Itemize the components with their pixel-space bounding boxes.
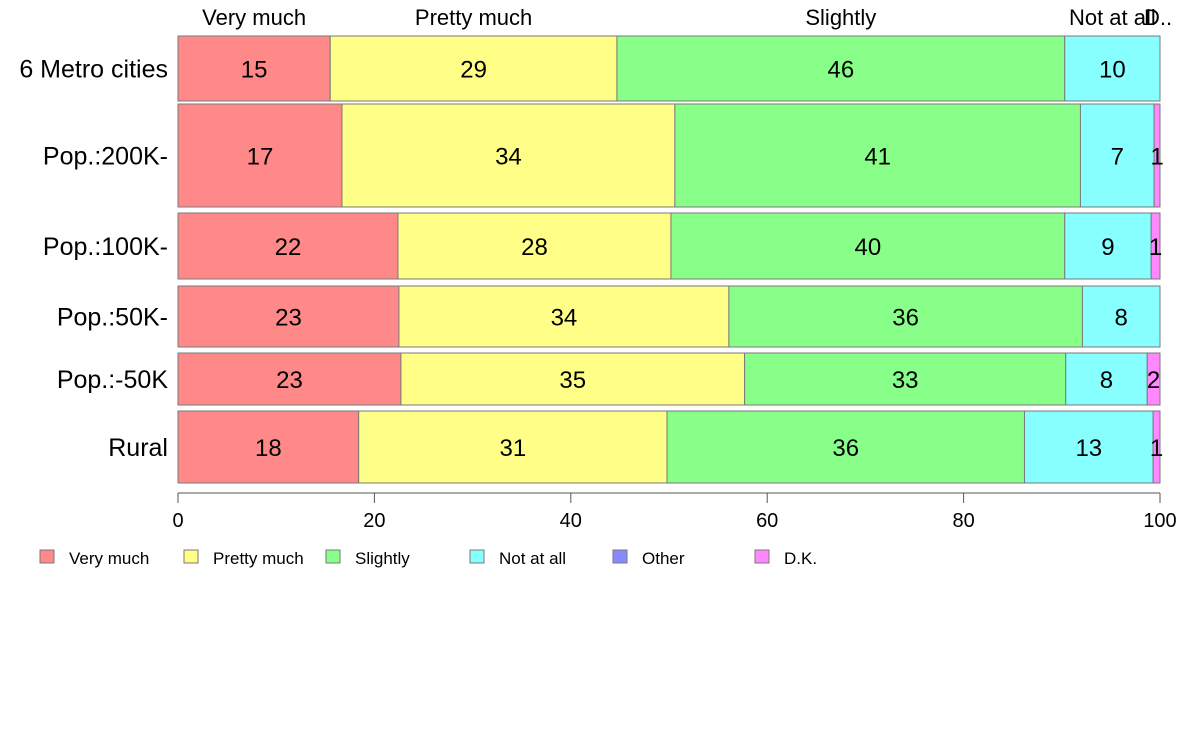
data-label: 7 (1111, 144, 1124, 171)
bar-segment (728, 285, 1083, 348)
data-label: 13 (1075, 435, 1102, 462)
bar-segment (177, 35, 331, 102)
legend-swatch (469, 549, 485, 564)
data-label: 18 (255, 435, 282, 462)
legend-swatch (612, 549, 628, 564)
data-label: 2 (1147, 367, 1160, 394)
legend-label: Pretty much (213, 549, 304, 568)
data-label: 33 (892, 367, 919, 394)
data-label: 8 (1100, 367, 1113, 394)
bar-segment (397, 212, 672, 280)
top-label: D.. (1144, 5, 1172, 30)
bar-segment (1064, 35, 1161, 102)
legend: Very much Pretty much Slightly Not at all Ot… (39, 549, 817, 568)
bar-segment (1081, 285, 1161, 348)
x-tick-label: 80 (952, 510, 974, 532)
bar-segment (177, 103, 343, 208)
bar-segment (1065, 352, 1148, 406)
top-label: Pretty much (415, 5, 532, 30)
bar-segment (670, 212, 1066, 280)
x-axis: 0 20 40 60 80 100 (172, 492, 1177, 532)
data-label: 40 (855, 234, 882, 261)
category-label: Pop.:200K- (43, 143, 168, 171)
bar-segment (1150, 212, 1161, 280)
data-label: 9 (1101, 234, 1114, 261)
x-tick-label: 40 (560, 510, 582, 532)
top-label: Slightly (805, 5, 876, 30)
legend-label: D.K. (784, 549, 817, 568)
data-label: 41 (864, 144, 891, 171)
data-label: 36 (832, 435, 859, 462)
bar-segment (1146, 352, 1161, 406)
legend-swatch (754, 549, 770, 564)
bar-segment (177, 352, 402, 406)
legend-label: Very much (69, 549, 149, 568)
data-label: 46 (827, 57, 854, 84)
top-label: Not at all (1069, 5, 1156, 30)
data-label: 1 (1149, 234, 1162, 261)
data-label: 1 (1150, 144, 1163, 171)
category-label: Pop.:-50K (57, 366, 169, 394)
bar-segment (398, 285, 730, 348)
data-label: 36 (892, 305, 919, 332)
bar-segment (744, 352, 1067, 406)
bar-segment (1064, 212, 1152, 280)
category-label: Pop.:100K- (43, 233, 168, 261)
bar-segment (1152, 410, 1161, 484)
top-category-labels: Very much Pretty much Slightly Not at allD.… (202, 5, 1172, 30)
bar-segment (674, 103, 1081, 208)
category-label: 6 Metro cities (19, 56, 168, 84)
x-tick-label: 60 (756, 510, 778, 532)
bar-segment (1153, 103, 1161, 208)
x-tick-label: 100 (1143, 510, 1176, 532)
data-label: 29 (460, 57, 487, 84)
top-label: Very much (202, 5, 306, 30)
legend-label: Slightly (355, 549, 410, 568)
bar-segment (1079, 103, 1155, 208)
legend-label: Other (642, 549, 685, 568)
bar-segment (341, 103, 676, 208)
bar-segment (666, 410, 1025, 484)
bar-segment (177, 212, 399, 280)
data-label: 10 (1099, 57, 1126, 84)
legend-swatch (183, 549, 199, 564)
bar-segment (358, 410, 668, 484)
data-label: 23 (276, 367, 303, 394)
x-tick-label: 20 (363, 510, 385, 532)
legend-swatch (325, 549, 341, 564)
category-label: Pop.:50K- (57, 304, 168, 332)
x-tick-label: 0 (172, 510, 183, 532)
data-label: 17 (247, 144, 274, 171)
bar-segment (616, 35, 1066, 102)
bar-segment (400, 352, 746, 406)
data-label: 34 (495, 144, 522, 171)
data-label: 34 (551, 305, 578, 332)
data-label: 15 (241, 57, 268, 84)
data-label: 1 (1150, 435, 1163, 462)
data-label: 8 (1115, 305, 1128, 332)
data-label: 23 (275, 305, 302, 332)
category-label: Rural (108, 434, 168, 462)
data-label: 28 (521, 234, 548, 261)
bar-segment (177, 285, 400, 348)
legend-label: Not at all (499, 549, 566, 568)
data-label: 31 (500, 435, 527, 462)
data-label: 35 (559, 367, 586, 394)
data-label: 22 (275, 234, 302, 261)
bar-segment (329, 35, 618, 102)
legend-swatch (39, 549, 55, 564)
bar-segment (177, 410, 360, 484)
